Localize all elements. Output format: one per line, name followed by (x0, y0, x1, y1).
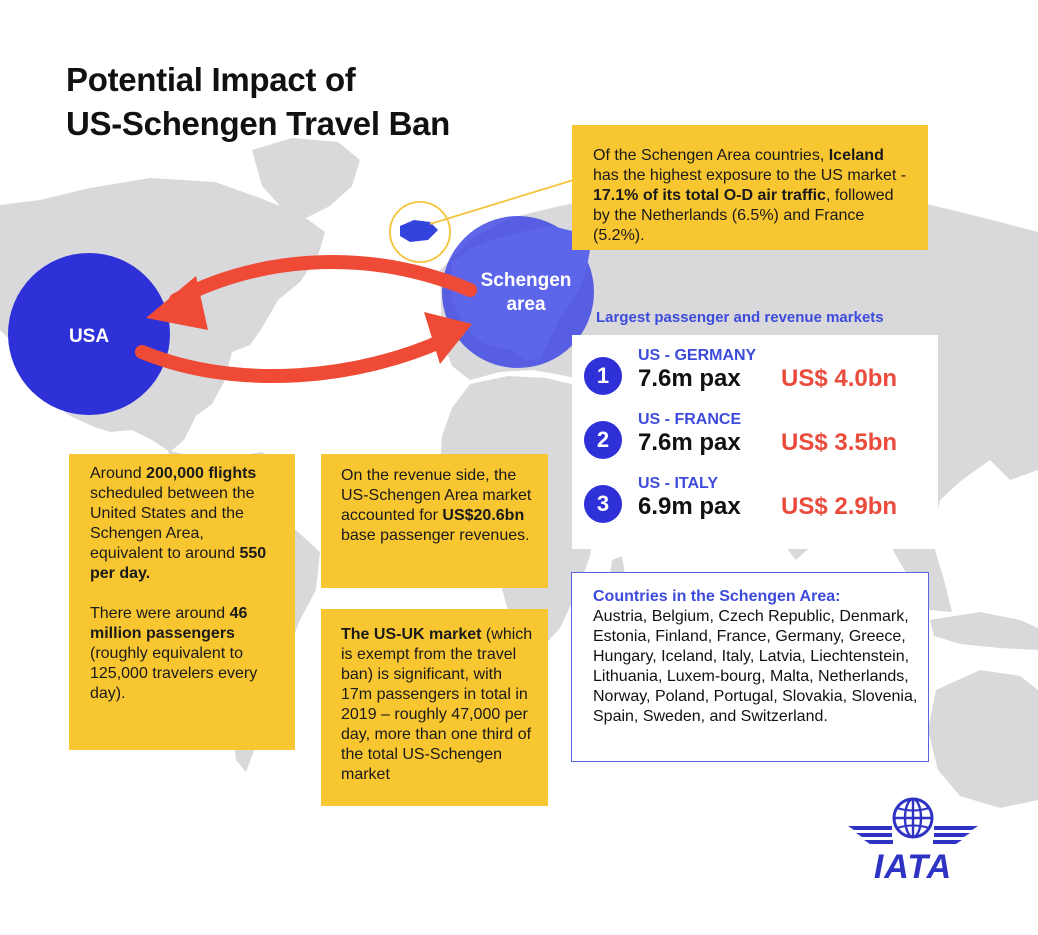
rank-badge: 2 (584, 421, 622, 459)
market-route: US - GERMANY (638, 347, 757, 364)
revenue-note: On the revenue side, the US-Schengen Are… (321, 454, 548, 588)
flights-bold: 200,000 flights (146, 465, 257, 482)
iceland-note-text: , followed by the Netherlands (6.5%) and… (593, 187, 894, 244)
revenue-text: base passenger revenues. (341, 527, 530, 544)
iceland-landmass (400, 220, 438, 242)
market-revenue: US$ 3.5bn (781, 429, 898, 456)
market-passengers: 6.9m pax (638, 493, 741, 520)
uk-market-note: The US-UK market (which is exempt from t… (321, 609, 548, 806)
europe-detail-landmass (452, 226, 590, 360)
market-passengers: 7.6m pax (638, 365, 741, 392)
revenue-bold: US$20.6bn (442, 507, 525, 524)
countries-list: Austria, Belgium, Czech Republic, Denmar… (593, 608, 918, 725)
iata-wordmark: IATA (874, 848, 952, 884)
iata-globe-wings-icon (848, 797, 978, 844)
arrow-head-schengen (424, 312, 472, 364)
title-line-2: US-Schengen Travel Ban (66, 105, 451, 142)
market-item: 3 US - ITALY 6.9m pax US$ 2.9bn (584, 475, 934, 535)
countries-title: Countries in the Schengen Area: (593, 588, 841, 605)
schengen-label-line1: Schengen (481, 270, 572, 291)
arrow-to-usa (169, 255, 477, 307)
revenue-text: On the revenue side, the US-Schengen Are… (341, 467, 532, 524)
markets-panel: 1 US - GERMANY 7.6m pax US$ 4.0bn 2 US -… (572, 335, 938, 549)
market-revenue: US$ 2.9bn (781, 493, 898, 520)
countries-box: Countries in the Schengen Area: Austria,… (571, 572, 929, 762)
market-revenue: US$ 4.0bn (781, 365, 898, 392)
usa-label: USA (69, 326, 109, 347)
arrow-to-schengen (135, 333, 451, 383)
passengers-text: (roughly equivalent to 125,000 travelers… (90, 645, 258, 702)
greenland-landmass (252, 138, 360, 218)
indonesia-landmass (930, 612, 1038, 650)
iceland-callout-circle (389, 201, 451, 263)
rank-badge: 1 (584, 357, 622, 395)
markets-title: Largest passenger and revenue markets (596, 309, 884, 326)
passengers-bold: 46 million passengers (90, 605, 248, 642)
uk-text: (which is exempt from the travel ban) is… (341, 626, 533, 783)
flights-text: Around (90, 465, 147, 482)
flights-paragraph: Around 200,000 flights scheduled between… (90, 464, 279, 584)
iceland-callout-line (429, 177, 581, 225)
market-route: US - FRANCE (638, 411, 742, 428)
australia-landmass (928, 670, 1038, 808)
page-title: Potential Impact of US-Schengen Travel B… (66, 58, 450, 146)
rank-badge: 3 (584, 485, 622, 523)
japan-landmass (1000, 372, 1022, 412)
arrow-head-usa (146, 276, 208, 330)
flights-bold: 550 per day. (90, 545, 267, 582)
title-line-1: Potential Impact of (66, 61, 356, 98)
market-route: US - ITALY (638, 475, 719, 492)
iceland-note-text: Of the Schengen Area countries, (593, 147, 825, 164)
iceland-note-bold: 17.1% of its total O-D air traffic (593, 187, 826, 204)
flights-note: Around 200,000 flights scheduled between… (69, 454, 295, 750)
passengers-text: There were around (90, 605, 230, 622)
market-item: 1 US - GERMANY 7.6m pax US$ 4.0bn (584, 347, 934, 407)
schengen-label-line2: area (506, 294, 546, 315)
market-item: 2 US - FRANCE 7.6m pax US$ 3.5bn (584, 411, 934, 471)
uk-bold: The US-UK market (341, 626, 482, 643)
iceland-note-text: has the highest exposure to the US marke… (593, 167, 907, 184)
flights-text: scheduled between the United States and … (90, 485, 255, 562)
iceland-note-bold: Iceland (828, 147, 884, 164)
usa-circle (8, 253, 170, 415)
iata-logo: IATA (848, 797, 978, 884)
passengers-paragraph: There were around 46 million passengers … (90, 604, 279, 704)
market-passengers: 7.6m pax (638, 429, 741, 456)
iceland-note: Of the Schengen Area countries, Iceland … (572, 125, 928, 250)
